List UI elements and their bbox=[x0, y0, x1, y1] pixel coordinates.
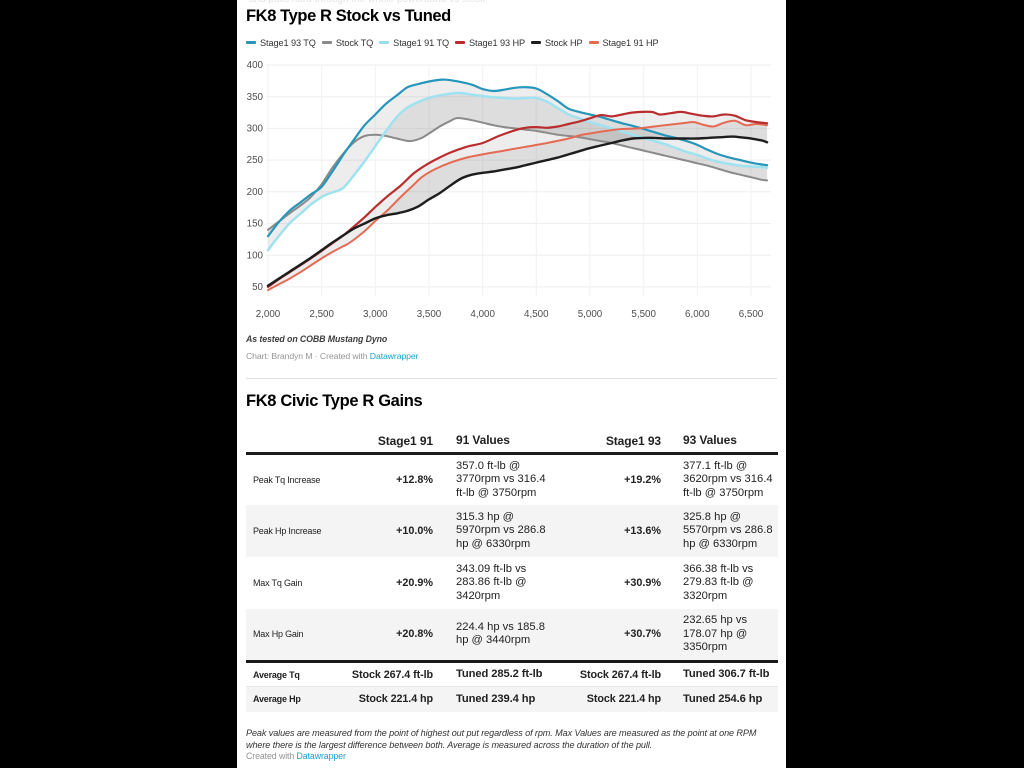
svg-text:3,000: 3,000 bbox=[363, 309, 388, 320]
svg-text:6,000: 6,000 bbox=[685, 309, 710, 320]
svg-text:400: 400 bbox=[247, 60, 264, 71]
svg-text:200: 200 bbox=[247, 187, 264, 198]
svg-text:4,500: 4,500 bbox=[524, 309, 549, 320]
svg-text:100: 100 bbox=[247, 250, 264, 261]
svg-text:2,000: 2,000 bbox=[256, 309, 281, 320]
svg-text:4,000: 4,000 bbox=[470, 309, 495, 320]
svg-text:5,500: 5,500 bbox=[631, 309, 656, 320]
svg-text:350: 350 bbox=[247, 92, 264, 103]
svg-text:2,500: 2,500 bbox=[309, 309, 334, 320]
svg-text:50: 50 bbox=[252, 282, 263, 293]
svg-text:150: 150 bbox=[247, 219, 264, 230]
svg-text:300: 300 bbox=[247, 123, 264, 134]
svg-text:5,000: 5,000 bbox=[578, 309, 603, 320]
svg-text:6,500: 6,500 bbox=[739, 309, 764, 320]
svg-text:250: 250 bbox=[247, 155, 264, 166]
svg-text:3,500: 3,500 bbox=[417, 309, 442, 320]
